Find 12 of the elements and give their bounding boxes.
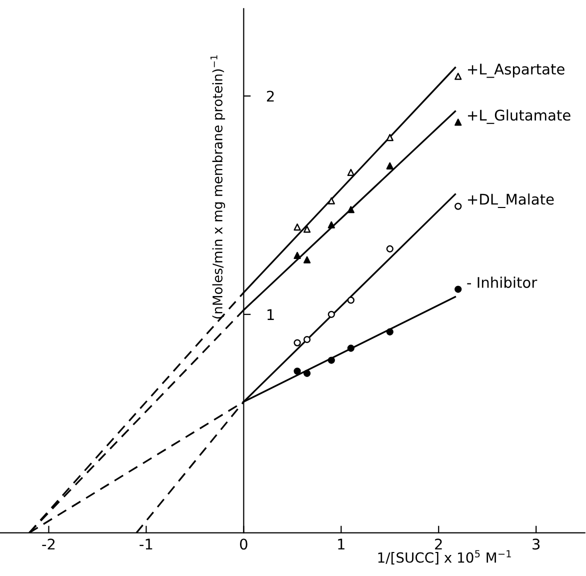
x-tick-label: 0 <box>240 538 248 550</box>
series-label: +L_Glutamate <box>468 109 570 124</box>
series-label: +L_Aspartate <box>468 64 564 78</box>
x-tick-label: -2 <box>42 538 55 550</box>
x-tick-label: -1 <box>140 538 152 550</box>
series-label: - Inhibitor <box>467 276 538 288</box>
x-tick-label: 2 <box>435 538 442 550</box>
x-tick-label: 1 <box>338 538 344 550</box>
series-label: +DL_Malate <box>468 193 554 208</box>
x-tick-label: 3 <box>532 538 540 550</box>
y-axis-title: (nMoles/min x mg membrane protein)$^{−1}$ <box>210 55 226 318</box>
x-axis-title: 1/[SUCC] x 10$^{5}$ M$^{−1}$ <box>378 550 511 564</box>
